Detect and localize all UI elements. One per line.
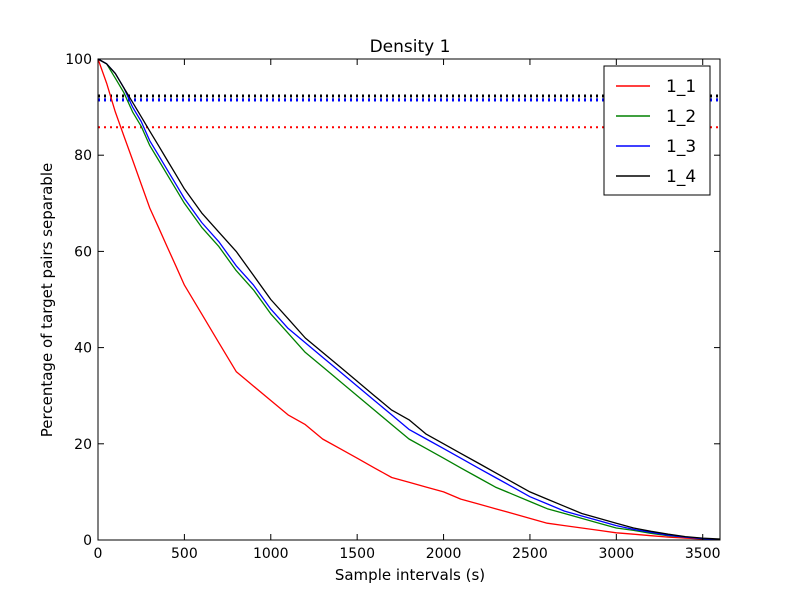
threshold-lines	[98, 94, 720, 129]
x-axis-ticks: 0 500 1000 1500 2000 2500 3000 3500	[94, 59, 721, 562]
legend: 1_1 1_2 1_3 1_4	[603, 65, 711, 196]
x-tick-label: 500	[171, 546, 198, 562]
y-tick-label: 60	[74, 244, 92, 260]
y-tick-label: 80	[74, 148, 92, 164]
y-axis-label: Percentage of target pairs separable	[38, 163, 56, 437]
legend-box	[603, 65, 711, 196]
x-tick-label: 3000	[599, 546, 635, 562]
y-tick-label: 20	[74, 437, 92, 453]
legend-label-1_4: 1_4	[666, 167, 696, 187]
x-tick-label: 3500	[685, 546, 721, 562]
x-axis-label: Sample intervals (s)	[335, 566, 485, 584]
series-line-1_3	[97, 58, 721, 541]
x-tick-label: 2500	[512, 546, 548, 562]
series-lines	[97, 58, 721, 541]
x-tick-label: 1500	[339, 546, 375, 562]
y-tick-label: 0	[83, 533, 92, 549]
chart-title: Density 1	[370, 37, 451, 57]
series-line-1_1	[97, 58, 721, 541]
x-tick-label: 1000	[253, 546, 289, 562]
x-tick-label: 2000	[426, 546, 462, 562]
y-axis-ticks: 0 20 40 60 80 100	[65, 52, 720, 549]
series-line-1_4	[97, 58, 721, 540]
y-tick-label: 100	[65, 52, 92, 68]
legend-label-1_1: 1_1	[666, 77, 696, 97]
legend-label-1_3: 1_3	[666, 137, 696, 157]
y-tick-label: 40	[74, 341, 92, 357]
legend-label-1_2: 1_2	[666, 107, 696, 127]
plot-area-frame	[97, 58, 721, 541]
series-line-1_2	[97, 58, 721, 541]
x-tick-label: 0	[94, 546, 103, 562]
